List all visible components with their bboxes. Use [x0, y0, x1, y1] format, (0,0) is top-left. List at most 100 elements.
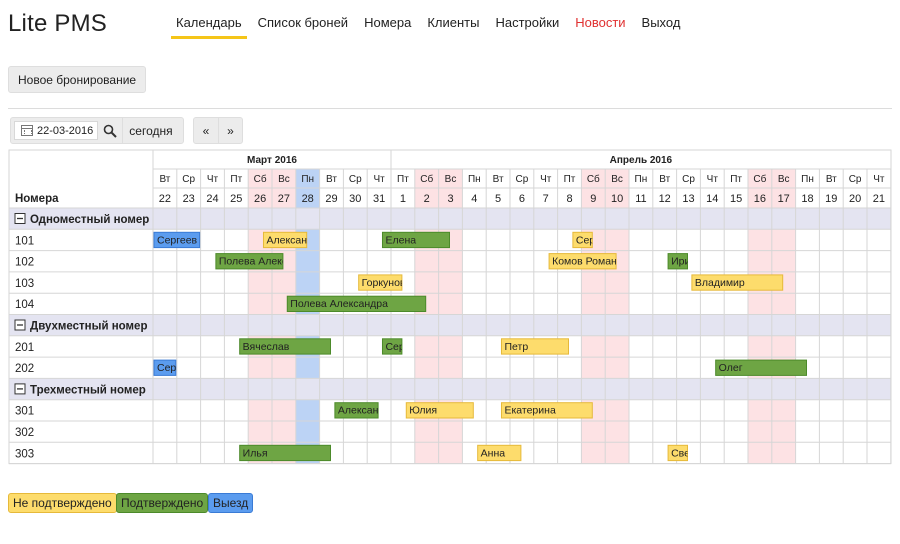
booking-bar[interactable]: Александ [334, 402, 385, 419]
booking-bar[interactable]: Александ [262, 231, 313, 249]
booking-guest-name[interactable]: Сер [385, 341, 404, 353]
day-cell-bg [581, 293, 606, 315]
booking-bar-bg[interactable] [215, 253, 284, 270]
next-period-button[interactable]: » [218, 118, 242, 143]
booking-bar-bg[interactable] [239, 444, 331, 462]
search-icon[interactable] [98, 118, 122, 143]
booking-bar[interactable]: Елена [381, 231, 451, 249]
nav-bookings-list[interactable]: Список броней [257, 15, 349, 30]
nav-calendar[interactable]: Календарь [171, 15, 247, 39]
booking-guest-name[interactable]: Сер [157, 362, 176, 374]
booking-bar-bg[interactable] [381, 231, 451, 249]
booking-guest-name[interactable]: Комов Роман [552, 256, 617, 268]
booking-bar[interactable]: Илья [239, 444, 331, 462]
booking-bar[interactable]: Сер [153, 359, 177, 376]
booking-bar-bg[interactable] [239, 338, 331, 355]
booking-bar-bg[interactable] [715, 359, 807, 376]
nav-clients[interactable]: Клиенты [427, 15, 480, 30]
booking-guest-name[interactable]: Ири [671, 256, 690, 268]
booking-bar-bg[interactable] [500, 402, 593, 419]
booking-bar[interactable]: Петр [500, 338, 570, 355]
weekday-label: Пт [230, 174, 242, 185]
day-cell-bg [748, 293, 772, 315]
booking-bar[interactable]: Юлия [405, 402, 474, 419]
weekday-label: Пн [301, 174, 314, 185]
nav-logout[interactable]: Выход [641, 15, 681, 30]
weekday-label: Чт [207, 174, 219, 185]
calendar-icon[interactable] [21, 125, 33, 136]
booking-bar[interactable]: Комов Роман [548, 253, 617, 270]
group-header[interactable]: Одноместный номер [14, 213, 149, 227]
booking-guest-name[interactable]: Анна [481, 447, 506, 459]
prev-period-button[interactable]: « [202, 123, 210, 138]
booking-guest-name[interactable]: Сергеев [157, 234, 198, 246]
booking-bar[interactable]: Полева Александра [215, 253, 317, 270]
booking-bar-bg[interactable] [667, 253, 689, 270]
booking-guest-name[interactable]: Александ [266, 234, 313, 246]
booking-bar[interactable]: Сер [572, 231, 595, 249]
day-cell-bg [748, 229, 772, 251]
date-value[interactable]: 22-03-2016 [37, 124, 94, 137]
booking-guest-name[interactable]: Олег [719, 362, 743, 374]
day-cell-bg [605, 229, 629, 251]
booking-bar-bg[interactable] [572, 231, 593, 249]
day-number: 24 [206, 193, 218, 205]
booking-bar[interactable]: Анна [477, 444, 522, 462]
booking-guest-name[interactable]: Илья [243, 447, 268, 459]
booking-bar[interactable]: Сер [381, 338, 404, 355]
booking-bar-bg[interactable] [358, 274, 403, 291]
day-number: 4 [471, 193, 477, 205]
booking-guest-name[interactable]: Елена [385, 234, 416, 246]
booking-bar-bg[interactable] [667, 444, 689, 462]
nav-settings[interactable]: Настройки [495, 15, 560, 30]
day-number: 11 [635, 193, 646, 205]
booking-guest-name[interactable]: Сер [576, 234, 595, 246]
date-field[interactable]: 22-03-2016 [14, 121, 99, 140]
booking-guest-name[interactable]: Полева Александра [219, 256, 317, 268]
group-header[interactable]: Двухместный номер [14, 319, 147, 333]
booking-bar[interactable]: Све [667, 444, 690, 462]
booking-bar[interactable]: Ири [667, 253, 690, 270]
booking-bar-bg[interactable] [477, 444, 522, 462]
booking-bar-bg[interactable] [548, 253, 617, 270]
booking-guest-name[interactable]: Владимир [695, 277, 745, 289]
booking-bar-bg[interactable] [405, 402, 474, 419]
day-cell-bg [295, 399, 320, 421]
booking-bar-bg[interactable] [286, 295, 427, 313]
booking-bar-bg[interactable] [262, 231, 308, 249]
booking-guest-name[interactable]: Све [671, 447, 690, 459]
group-header[interactable]: Трехместный номер [14, 383, 146, 397]
booking-guest-name[interactable]: Горкунов [362, 277, 406, 289]
booking-bar-bg[interactable] [334, 402, 379, 419]
booking-bar-bg[interactable] [153, 359, 177, 376]
booking-bar-bg[interactable] [381, 338, 403, 355]
nav-news[interactable]: Новости [575, 15, 626, 30]
booking-bar-bg[interactable] [500, 338, 570, 355]
weekday-label: Сб [587, 173, 600, 185]
today-button[interactable]: сегодня [122, 118, 182, 143]
booking-guest-name[interactable]: Петр [504, 341, 528, 353]
new-booking-button[interactable]: Новое бронирование [8, 66, 147, 93]
booking-bar[interactable]: Олег [715, 359, 807, 376]
day-cell-bg [605, 293, 629, 315]
day-number: 5 [495, 193, 501, 205]
day-number: 1 [400, 193, 406, 205]
legend-confirmed: Подтверждено [116, 493, 209, 513]
booking-bar-bg[interactable] [691, 274, 784, 291]
booking-bar[interactable]: Полева Александра [286, 295, 427, 313]
booking-guest-name[interactable]: Полева Александра [290, 298, 388, 310]
booking-guest-name[interactable]: Александ [338, 405, 385, 417]
day-cell-bg [248, 357, 272, 379]
booking-bar[interactable]: Екатерина [500, 402, 593, 419]
booking-bar[interactable]: Сергеев [153, 231, 201, 249]
booking-guest-name[interactable]: Екатерина [504, 405, 555, 417]
booking-guest-name[interactable]: Вячеслав [243, 341, 290, 353]
booking-bar[interactable]: Владимир [691, 274, 784, 291]
booking-bar[interactable]: Вячеслав [239, 338, 331, 355]
legend-unconfirmed: Не подтверждено [8, 493, 117, 513]
booking-guest-name[interactable]: Юлия [409, 405, 437, 417]
nav-rooms[interactable]: Номера [364, 15, 412, 30]
booking-bar-bg[interactable] [153, 231, 201, 249]
booking-bar[interactable]: Горкунов [358, 274, 406, 291]
